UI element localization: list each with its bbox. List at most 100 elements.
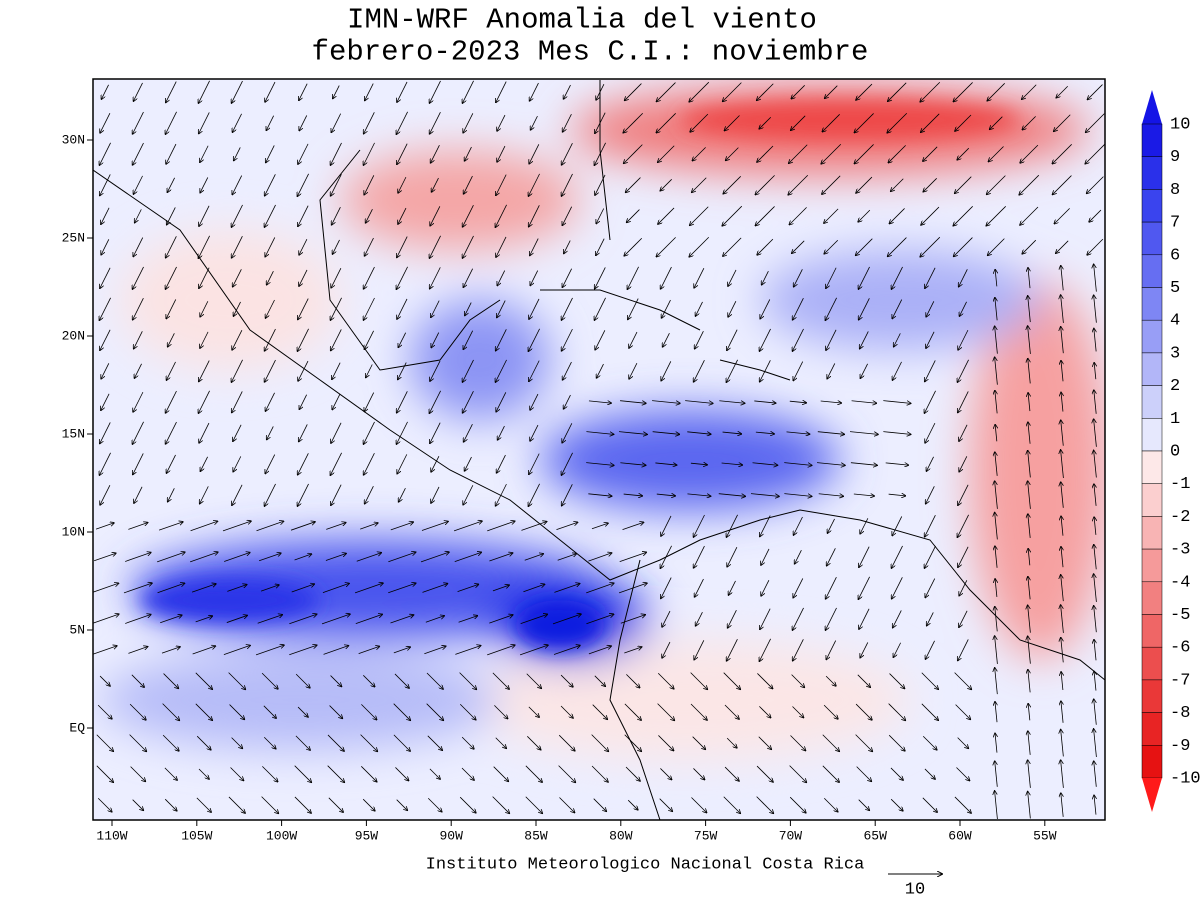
wind-vector xyxy=(889,208,905,223)
wind-vector xyxy=(624,734,642,752)
colorbar-box xyxy=(1141,352,1163,386)
wind-vector xyxy=(850,462,877,466)
wind-vector xyxy=(397,81,408,102)
wind-vector xyxy=(559,797,574,812)
colorbar-extend xyxy=(1142,778,1162,812)
wind-vector xyxy=(623,112,644,132)
wind-vector xyxy=(1028,670,1030,693)
wind-vector xyxy=(958,639,969,660)
wind-vector xyxy=(821,143,842,164)
wind-vector xyxy=(1054,208,1070,223)
wind-vector xyxy=(661,515,672,536)
wind-vector xyxy=(258,553,281,562)
wind-vector xyxy=(817,462,845,466)
wind-vector xyxy=(827,363,836,378)
wind-vector xyxy=(1087,176,1104,194)
wind-vector xyxy=(627,209,640,223)
wind-vector xyxy=(726,514,738,537)
wind-vector xyxy=(690,113,709,132)
wind-vector xyxy=(694,545,705,568)
wind-vector xyxy=(166,421,177,444)
wind-vector xyxy=(531,115,538,130)
wind-vector xyxy=(363,421,375,444)
wind-vector xyxy=(166,81,177,103)
wind-vector xyxy=(396,266,408,289)
wind-vector xyxy=(331,329,342,350)
wind-vector xyxy=(266,115,275,131)
wind-vector xyxy=(134,331,143,348)
wind-vector xyxy=(294,554,312,561)
wind-vector xyxy=(426,703,444,721)
wind-vector xyxy=(97,797,112,812)
wind-vector xyxy=(299,83,308,101)
wind-vector xyxy=(129,734,147,752)
wind-vector xyxy=(190,552,218,563)
wind-vector xyxy=(958,546,969,567)
wind-vector xyxy=(661,577,672,599)
wind-vector xyxy=(1028,451,1031,478)
wind-vector xyxy=(954,796,971,813)
wind-vector xyxy=(299,239,308,255)
wind-vector xyxy=(854,144,874,163)
colorbar-label: -1 xyxy=(1170,475,1190,494)
wind-vector xyxy=(458,616,478,623)
wind-vector xyxy=(659,798,673,812)
wind-vector xyxy=(429,390,441,413)
wind-vector xyxy=(99,142,111,165)
wind-vector xyxy=(953,82,973,101)
wind-vector xyxy=(958,329,969,350)
wind-vector xyxy=(133,391,144,412)
wind-vector xyxy=(297,328,309,351)
wind-vector xyxy=(995,607,998,632)
wind-vector xyxy=(624,144,643,164)
wind-vector xyxy=(462,80,474,103)
wind-vector xyxy=(199,422,210,443)
wind-vector xyxy=(586,431,613,435)
wind-vector xyxy=(394,673,409,688)
wind-vector xyxy=(564,240,571,254)
wind-vector xyxy=(955,176,972,194)
wind-vector xyxy=(959,424,968,441)
wind-vector xyxy=(529,298,540,319)
wind-vector xyxy=(224,553,250,562)
wind-vector xyxy=(855,703,872,720)
wind-vector xyxy=(995,546,997,568)
wind-vector xyxy=(825,85,838,99)
wind-vector xyxy=(135,209,142,222)
wind-vector xyxy=(593,798,607,812)
wind-vector xyxy=(988,146,1004,161)
wind-vector xyxy=(719,400,744,404)
wind-vector xyxy=(592,704,608,720)
wind-vector xyxy=(558,734,575,751)
wind-vector xyxy=(1019,174,1040,195)
colorbar-label: 7 xyxy=(1170,214,1180,233)
wind-vector xyxy=(332,239,340,254)
wind-vector xyxy=(332,394,341,409)
wind-vector xyxy=(562,206,573,226)
colorbar-label: 3 xyxy=(1170,344,1180,363)
wind-vector xyxy=(431,455,440,472)
wind-vector xyxy=(561,452,573,475)
wind-vector xyxy=(200,301,209,316)
wind-vector xyxy=(826,640,837,660)
wind-vector xyxy=(100,267,111,288)
wind-vector xyxy=(530,270,539,286)
title-line: IMN-WRF Anomalia del viento xyxy=(347,4,817,37)
wind-vector xyxy=(1028,704,1030,721)
wind-vector xyxy=(784,493,811,497)
wind-vector xyxy=(726,737,737,748)
wind-vector xyxy=(200,331,209,348)
wind-vector xyxy=(1028,577,1030,600)
colorbar-label: 10 xyxy=(1170,115,1190,134)
wind-vector xyxy=(825,297,837,320)
wind-vector xyxy=(228,672,246,690)
wind-vector xyxy=(955,704,971,720)
wind-vector xyxy=(1094,363,1096,380)
wind-vector xyxy=(530,82,539,101)
wind-vector xyxy=(463,268,473,288)
wind-vector xyxy=(722,205,743,226)
wind-vector xyxy=(661,361,672,380)
wind-vector xyxy=(695,578,704,597)
wind-vector xyxy=(924,768,935,779)
wind-vector xyxy=(530,393,539,410)
